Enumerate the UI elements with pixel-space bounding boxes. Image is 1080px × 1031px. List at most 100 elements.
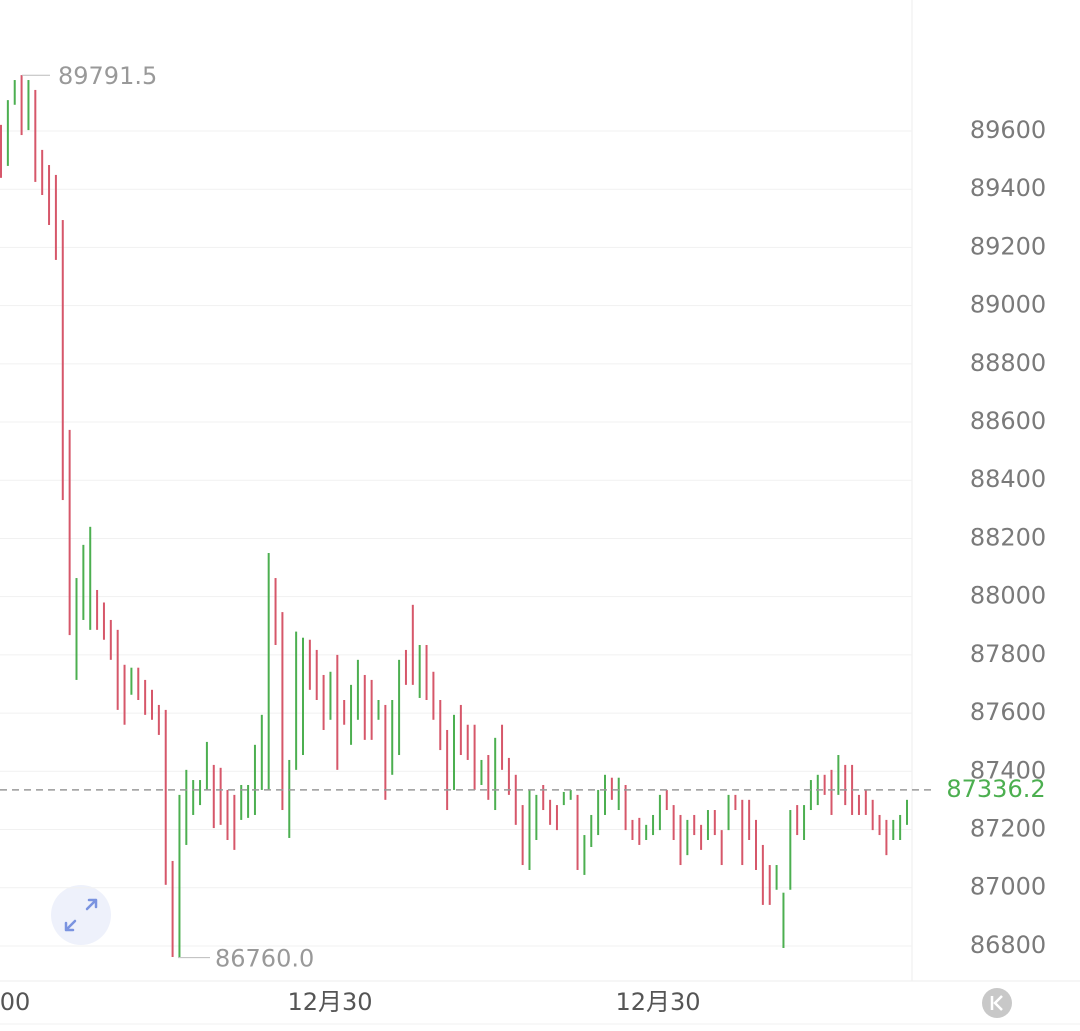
candle-body bbox=[459, 704, 462, 756]
candle-body bbox=[199, 780, 202, 806]
candle-body bbox=[82, 544, 85, 620]
y-tick-label: 87400 bbox=[970, 756, 1046, 784]
candle-body bbox=[604, 774, 606, 815]
candle-body bbox=[658, 794, 661, 831]
candle-body bbox=[89, 526, 92, 630]
candle-body bbox=[260, 714, 263, 790]
candle-body bbox=[542, 784, 545, 811]
candle-body bbox=[480, 759, 483, 785]
candle-body bbox=[631, 819, 634, 840]
candle-body bbox=[226, 789, 229, 840]
last-price-label: 87336.2 bbox=[946, 775, 1045, 803]
candle-body bbox=[109, 619, 112, 660]
candle-body bbox=[308, 639, 311, 690]
candle-body bbox=[391, 700, 394, 775]
candle-body bbox=[638, 817, 641, 845]
candle-body bbox=[576, 794, 579, 870]
kline-icon[interactable] bbox=[990, 995, 1003, 1011]
candle-body bbox=[700, 824, 703, 850]
candle-body bbox=[899, 814, 902, 840]
candle-body bbox=[514, 774, 517, 825]
candle-body bbox=[144, 679, 147, 715]
candle-body bbox=[494, 737, 497, 811]
y-tick-label: 88800 bbox=[970, 349, 1046, 377]
candle-body bbox=[446, 729, 449, 811]
candle-body bbox=[466, 724, 469, 760]
candle-body bbox=[487, 755, 490, 800]
y-tick-label: 89200 bbox=[970, 232, 1046, 260]
x-tick-label: 00 bbox=[0, 988, 30, 1016]
candle-body bbox=[473, 724, 476, 790]
candle-body bbox=[350, 684, 353, 745]
candle-body bbox=[768, 865, 771, 905]
expand-icon[interactable] bbox=[64, 898, 98, 932]
candle-body bbox=[590, 814, 593, 847]
candle-body bbox=[281, 612, 284, 811]
expand-button[interactable] bbox=[51, 885, 111, 945]
x-tick-label: 12月30 bbox=[615, 988, 700, 1016]
candle-body bbox=[809, 780, 812, 811]
kline-button[interactable] bbox=[982, 988, 1012, 1018]
y-tick-label: 89600 bbox=[970, 116, 1046, 144]
y-tick-label: 88400 bbox=[970, 465, 1046, 493]
candle-body bbox=[528, 789, 531, 870]
candle-body bbox=[679, 814, 682, 866]
candle-body bbox=[384, 704, 387, 800]
candle-body bbox=[171, 860, 174, 958]
candle-body bbox=[61, 220, 64, 501]
candle-body bbox=[240, 784, 243, 820]
candle-body bbox=[295, 631, 298, 770]
candle-body bbox=[219, 767, 222, 825]
candle-body bbox=[102, 602, 105, 640]
y-tick-label: 86800 bbox=[970, 931, 1046, 959]
candle-body bbox=[617, 777, 620, 811]
candle-body bbox=[693, 814, 696, 836]
candle-body bbox=[20, 75, 23, 136]
candle-body bbox=[748, 799, 751, 840]
candle-body bbox=[549, 799, 552, 825]
y-tick-label: 89000 bbox=[970, 291, 1046, 319]
candle-body bbox=[192, 780, 195, 815]
y-tick-label: 87000 bbox=[970, 873, 1046, 901]
candle-body bbox=[706, 810, 709, 840]
candle-body bbox=[137, 667, 140, 700]
candle-body bbox=[569, 789, 572, 800]
candle-body bbox=[398, 659, 401, 756]
candle-body bbox=[302, 637, 304, 756]
candle-body bbox=[864, 789, 867, 815]
candle-body bbox=[521, 805, 524, 866]
candle-body bbox=[610, 777, 613, 800]
kline-button-bg[interactable] bbox=[982, 988, 1012, 1018]
candle-body bbox=[583, 835, 586, 875]
y-tick-label: 87200 bbox=[970, 815, 1046, 843]
candle-body bbox=[315, 649, 318, 700]
candle-body bbox=[151, 689, 153, 720]
y-tick-label: 88200 bbox=[970, 523, 1046, 551]
candle-body bbox=[212, 764, 215, 829]
candle-body bbox=[535, 794, 538, 840]
candle-body bbox=[837, 755, 840, 795]
candle-body bbox=[665, 789, 668, 811]
expand-button-bg[interactable] bbox=[51, 885, 111, 945]
candle-body bbox=[253, 744, 256, 815]
candle-body bbox=[164, 709, 167, 885]
candle-body bbox=[857, 794, 860, 815]
candle-body bbox=[356, 659, 359, 720]
y-tick-label: 87800 bbox=[970, 640, 1046, 668]
candle-body bbox=[411, 604, 414, 685]
y-tick-label: 87600 bbox=[970, 698, 1046, 726]
candle-body bbox=[123, 664, 126, 725]
candle-body bbox=[501, 724, 504, 770]
candle-body bbox=[439, 700, 442, 751]
candle-body bbox=[555, 805, 558, 831]
candle-body bbox=[6, 100, 9, 166]
candle-body bbox=[720, 830, 723, 866]
candle-body bbox=[796, 805, 799, 836]
candle-body bbox=[892, 819, 895, 840]
candle-body bbox=[425, 644, 428, 700]
candle-body bbox=[247, 784, 250, 818]
candle-body bbox=[906, 799, 908, 825]
candle-body bbox=[871, 799, 874, 831]
candle-body bbox=[34, 89, 37, 182]
